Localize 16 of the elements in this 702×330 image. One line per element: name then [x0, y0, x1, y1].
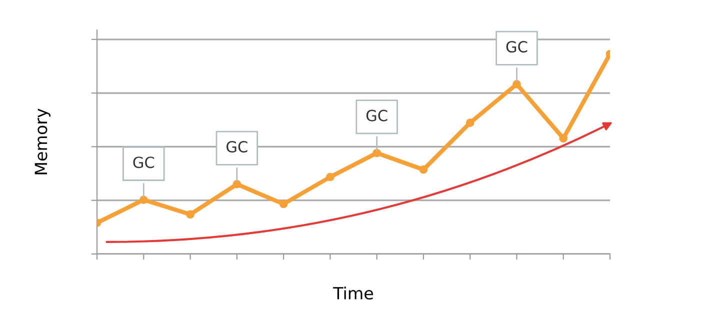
- annotation: GC: [366, 110, 388, 122]
- point: [372, 148, 381, 158]
- annotation: GC: [133, 156, 154, 168]
- point: [419, 165, 428, 174]
- y-axis-title: Memory: [34, 108, 50, 174]
- point: [232, 180, 242, 188]
- annotation: GC: [506, 40, 528, 53]
- point: [466, 118, 474, 127]
- point: [559, 134, 568, 143]
- point: [326, 172, 334, 182]
- x-axis-title: Time: [333, 286, 374, 300]
- point: [186, 210, 194, 219]
- point: [139, 196, 148, 204]
- point: [279, 200, 288, 208]
- point: [512, 80, 521, 88]
- annotation: GC: [226, 140, 248, 153]
